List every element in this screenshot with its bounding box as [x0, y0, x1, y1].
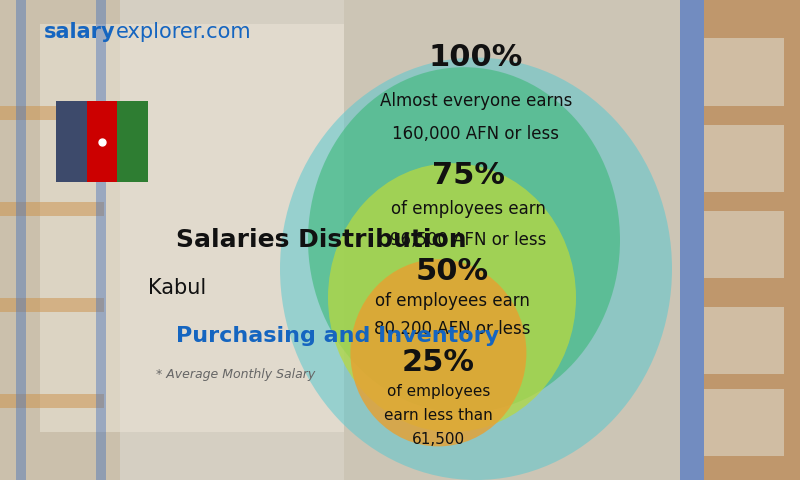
Bar [16, 0, 26, 480]
Text: 100%: 100% [429, 43, 523, 72]
Bar [704, 125, 784, 192]
Bar [0, 0, 120, 480]
Text: * Average Monthly Salary: * Average Monthly Salary [156, 368, 315, 381]
Ellipse shape [328, 163, 576, 432]
Text: 25%: 25% [402, 348, 475, 377]
Text: 80,200 AFN or less: 80,200 AFN or less [374, 320, 530, 338]
Text: of employees earn: of employees earn [374, 292, 530, 311]
Text: Almost everyone earns: Almost everyone earns [380, 92, 572, 110]
Text: Purchasing and Inventory: Purchasing and Inventory [176, 326, 499, 346]
Bar [118, 101, 148, 182]
Text: Kabul: Kabul [148, 278, 206, 298]
Text: 50%: 50% [415, 257, 489, 286]
Bar [680, 0, 704, 480]
Bar [704, 307, 784, 374]
Text: explorer.com: explorer.com [116, 22, 252, 42]
Ellipse shape [350, 259, 526, 446]
Bar [0, 0, 344, 480]
Text: 61,500: 61,500 [412, 432, 465, 447]
Text: 96,500 AFN or less: 96,500 AFN or less [390, 231, 546, 249]
Bar [56, 101, 86, 182]
Bar [0, 298, 104, 312]
Ellipse shape [308, 67, 620, 413]
Text: earn less than: earn less than [384, 408, 493, 423]
Bar [86, 101, 118, 182]
Bar [704, 38, 784, 106]
Bar [40, 24, 344, 432]
Text: of employees earn: of employees earn [390, 200, 546, 218]
Bar [0, 202, 104, 216]
Bar [704, 211, 784, 278]
Bar [0, 106, 104, 120]
Bar [704, 0, 800, 480]
Text: 160,000 AFN or less: 160,000 AFN or less [393, 125, 559, 144]
Text: salary: salary [44, 22, 116, 42]
Bar [704, 389, 784, 456]
Text: 75%: 75% [431, 161, 505, 190]
Bar [96, 0, 106, 480]
Text: Salaries Distribution: Salaries Distribution [176, 228, 466, 252]
Bar [0, 394, 104, 408]
Ellipse shape [280, 58, 672, 480]
Text: of employees: of employees [386, 384, 490, 399]
